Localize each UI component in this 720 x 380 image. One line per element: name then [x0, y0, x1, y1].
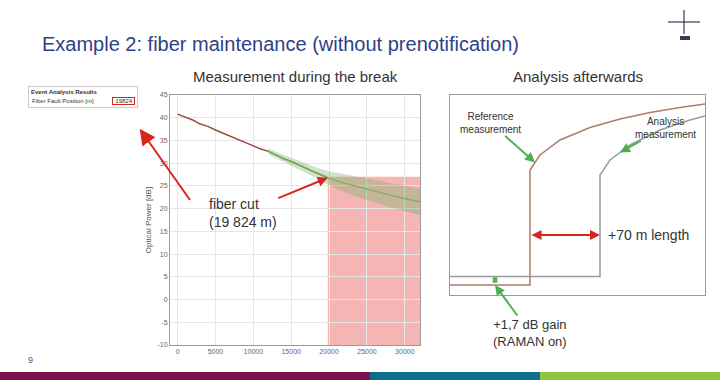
svg-text:25: 25	[160, 182, 168, 189]
svg-text:0: 0	[164, 296, 168, 303]
svg-text:45: 45	[160, 91, 168, 98]
svg-text:20: 20	[160, 205, 168, 212]
svg-text:Optical Power [dB]: Optical Power [dB]	[144, 187, 153, 253]
html-text:Example 2: fiber maintenance (: Example 2: fiber maintenance (without pr…	[42, 33, 519, 55]
svg-text:5000: 5000	[208, 348, 224, 355]
svg-text:fiber cut(19 824 m): fiber cut(19 824 m)	[209, 196, 277, 230]
svg-text:Referencemeasurement: Referencemeasurement	[460, 111, 521, 135]
html-text:19824: 19824	[115, 98, 132, 104]
svg-text:+1,7 dB gain(RAMAN on): +1,7 dB gain(RAMAN on)	[493, 317, 567, 349]
svg-text:30: 30	[160, 160, 168, 167]
svg-text:0: 0	[176, 348, 180, 355]
svg-text:Analysismeasurement: Analysismeasurement	[635, 116, 696, 140]
svg-text:15: 15	[160, 228, 168, 235]
html-text:Fiber Fault Position [m]: Fiber Fault Position [m]	[32, 98, 94, 104]
html-text:9: 9	[28, 355, 33, 365]
svg-text:25000: 25000	[357, 348, 377, 355]
svg-text:10: 10	[160, 251, 168, 258]
svg-text:Measurement during the break: Measurement during the break	[193, 68, 398, 85]
svg-text:35: 35	[160, 137, 168, 144]
svg-text:Analysis afterwards: Analysis afterwards	[513, 68, 643, 85]
svg-text:15000: 15000	[281, 348, 301, 355]
svg-text:40: 40	[160, 114, 168, 121]
svg-text:-5: -5	[161, 319, 167, 326]
svg-text:+70 m length: +70 m length	[608, 227, 689, 243]
svg-text:20000: 20000	[319, 348, 339, 355]
svg-text:10000: 10000	[244, 348, 264, 355]
html-text:Event Analysis Results: Event Analysis Results	[31, 89, 97, 95]
svg-text:5: 5	[164, 273, 168, 280]
svg-text:30000: 30000	[395, 348, 415, 355]
svg-text:-10: -10	[157, 341, 167, 348]
